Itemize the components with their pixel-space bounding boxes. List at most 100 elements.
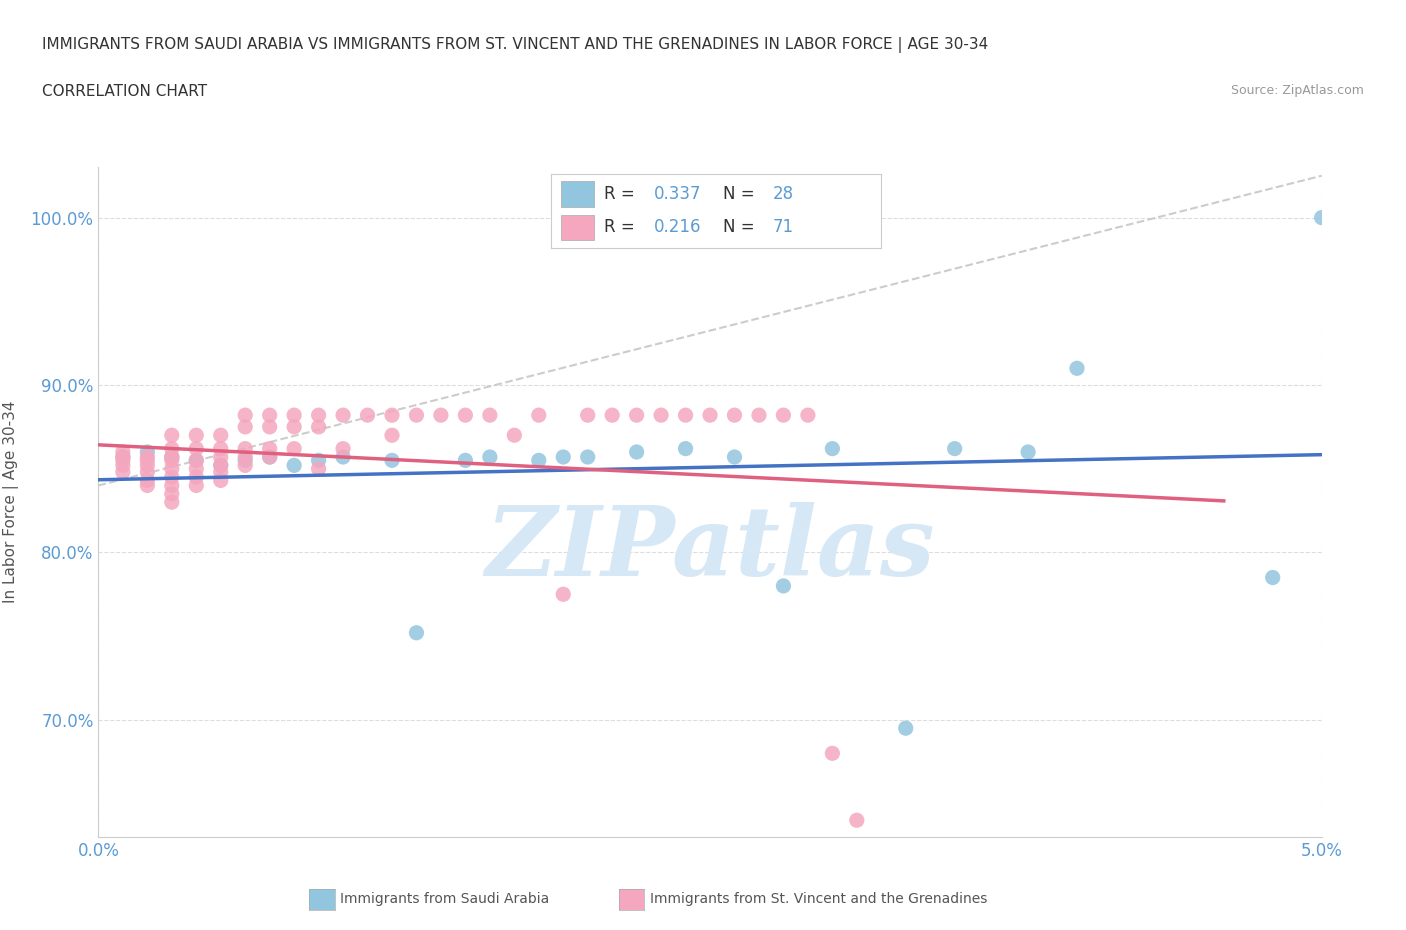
Point [209,458,232,472]
Point [283,419,305,434]
Point [233,453,256,468]
Point [160,470,183,485]
Y-axis label: In Labor Force | Age 30-34: In Labor Force | Age 30-34 [3,401,20,604]
Point [209,441,232,456]
Point [111,453,134,468]
Point [160,449,183,464]
Point [332,407,354,422]
Point [186,453,208,468]
Point [381,407,404,422]
Point [308,419,330,434]
Point [553,449,575,464]
Point [723,407,745,422]
Point [233,419,256,434]
Point [160,461,183,476]
Point [209,465,232,480]
Point [136,458,159,472]
Point [233,458,256,472]
Point [943,441,966,456]
Point [136,478,159,493]
Point [356,407,378,422]
Point [1017,445,1039,459]
Point [136,453,159,468]
Point [454,407,477,422]
Point [186,478,208,493]
Point [381,453,404,468]
Point [233,407,256,422]
Text: IMMIGRANTS FROM SAUDI ARABIA VS IMMIGRANTS FROM ST. VINCENT AND THE GRENADINES I: IMMIGRANTS FROM SAUDI ARABIA VS IMMIGRAN… [42,37,988,53]
Point [845,813,868,828]
Point [136,473,159,488]
Point [259,449,281,464]
Point [186,470,208,485]
Point [576,449,599,464]
Point [111,449,134,464]
Point [209,449,232,464]
Point [821,441,844,456]
Point [186,461,208,476]
Point [186,428,208,443]
Point [503,428,526,443]
Point [381,428,404,443]
Text: Source: ZipAtlas.com: Source: ZipAtlas.com [1230,84,1364,97]
Text: Immigrants from St. Vincent and the Grenadines: Immigrants from St. Vincent and the Gren… [650,892,987,907]
Point [283,458,305,472]
Point [233,449,256,464]
Point [626,445,648,459]
Point [430,407,453,422]
Point [478,407,501,422]
Point [626,407,648,422]
Point [160,478,183,493]
Point [136,445,159,459]
Point [478,449,501,464]
Point [772,578,794,593]
Point [136,465,159,480]
Point [650,407,672,422]
Point [576,407,599,422]
Point [600,407,623,422]
Point [1261,570,1284,585]
Point [209,473,232,488]
Point [160,486,183,501]
Point [111,449,134,464]
Point [332,441,354,456]
Point [821,746,844,761]
Point [405,407,427,422]
Point [283,407,305,422]
Point [772,407,794,422]
Point [160,453,183,468]
Point [160,495,183,510]
Point [259,441,281,456]
Point [308,453,330,468]
Point [797,407,820,422]
Point [454,453,477,468]
Point [332,449,354,464]
Point [723,449,745,464]
Point [699,407,721,422]
Point [283,441,305,456]
Point [186,441,208,456]
Point [136,449,159,464]
Point [1310,210,1333,225]
Point [748,407,770,422]
Point [308,461,330,476]
Point [111,458,134,472]
Point [111,465,134,480]
Point [209,458,232,472]
Point [259,419,281,434]
Point [160,428,183,443]
Point [233,441,256,456]
Point [1066,361,1088,376]
Point [527,407,550,422]
Point [894,721,917,736]
Point [209,428,232,443]
Point [186,453,208,468]
Text: CORRELATION CHART: CORRELATION CHART [42,84,207,99]
Point [308,407,330,422]
Point [111,445,134,459]
Point [259,407,281,422]
Point [259,449,281,464]
Point [160,441,183,456]
Point [675,441,697,456]
Text: Immigrants from Saudi Arabia: Immigrants from Saudi Arabia [340,892,550,907]
